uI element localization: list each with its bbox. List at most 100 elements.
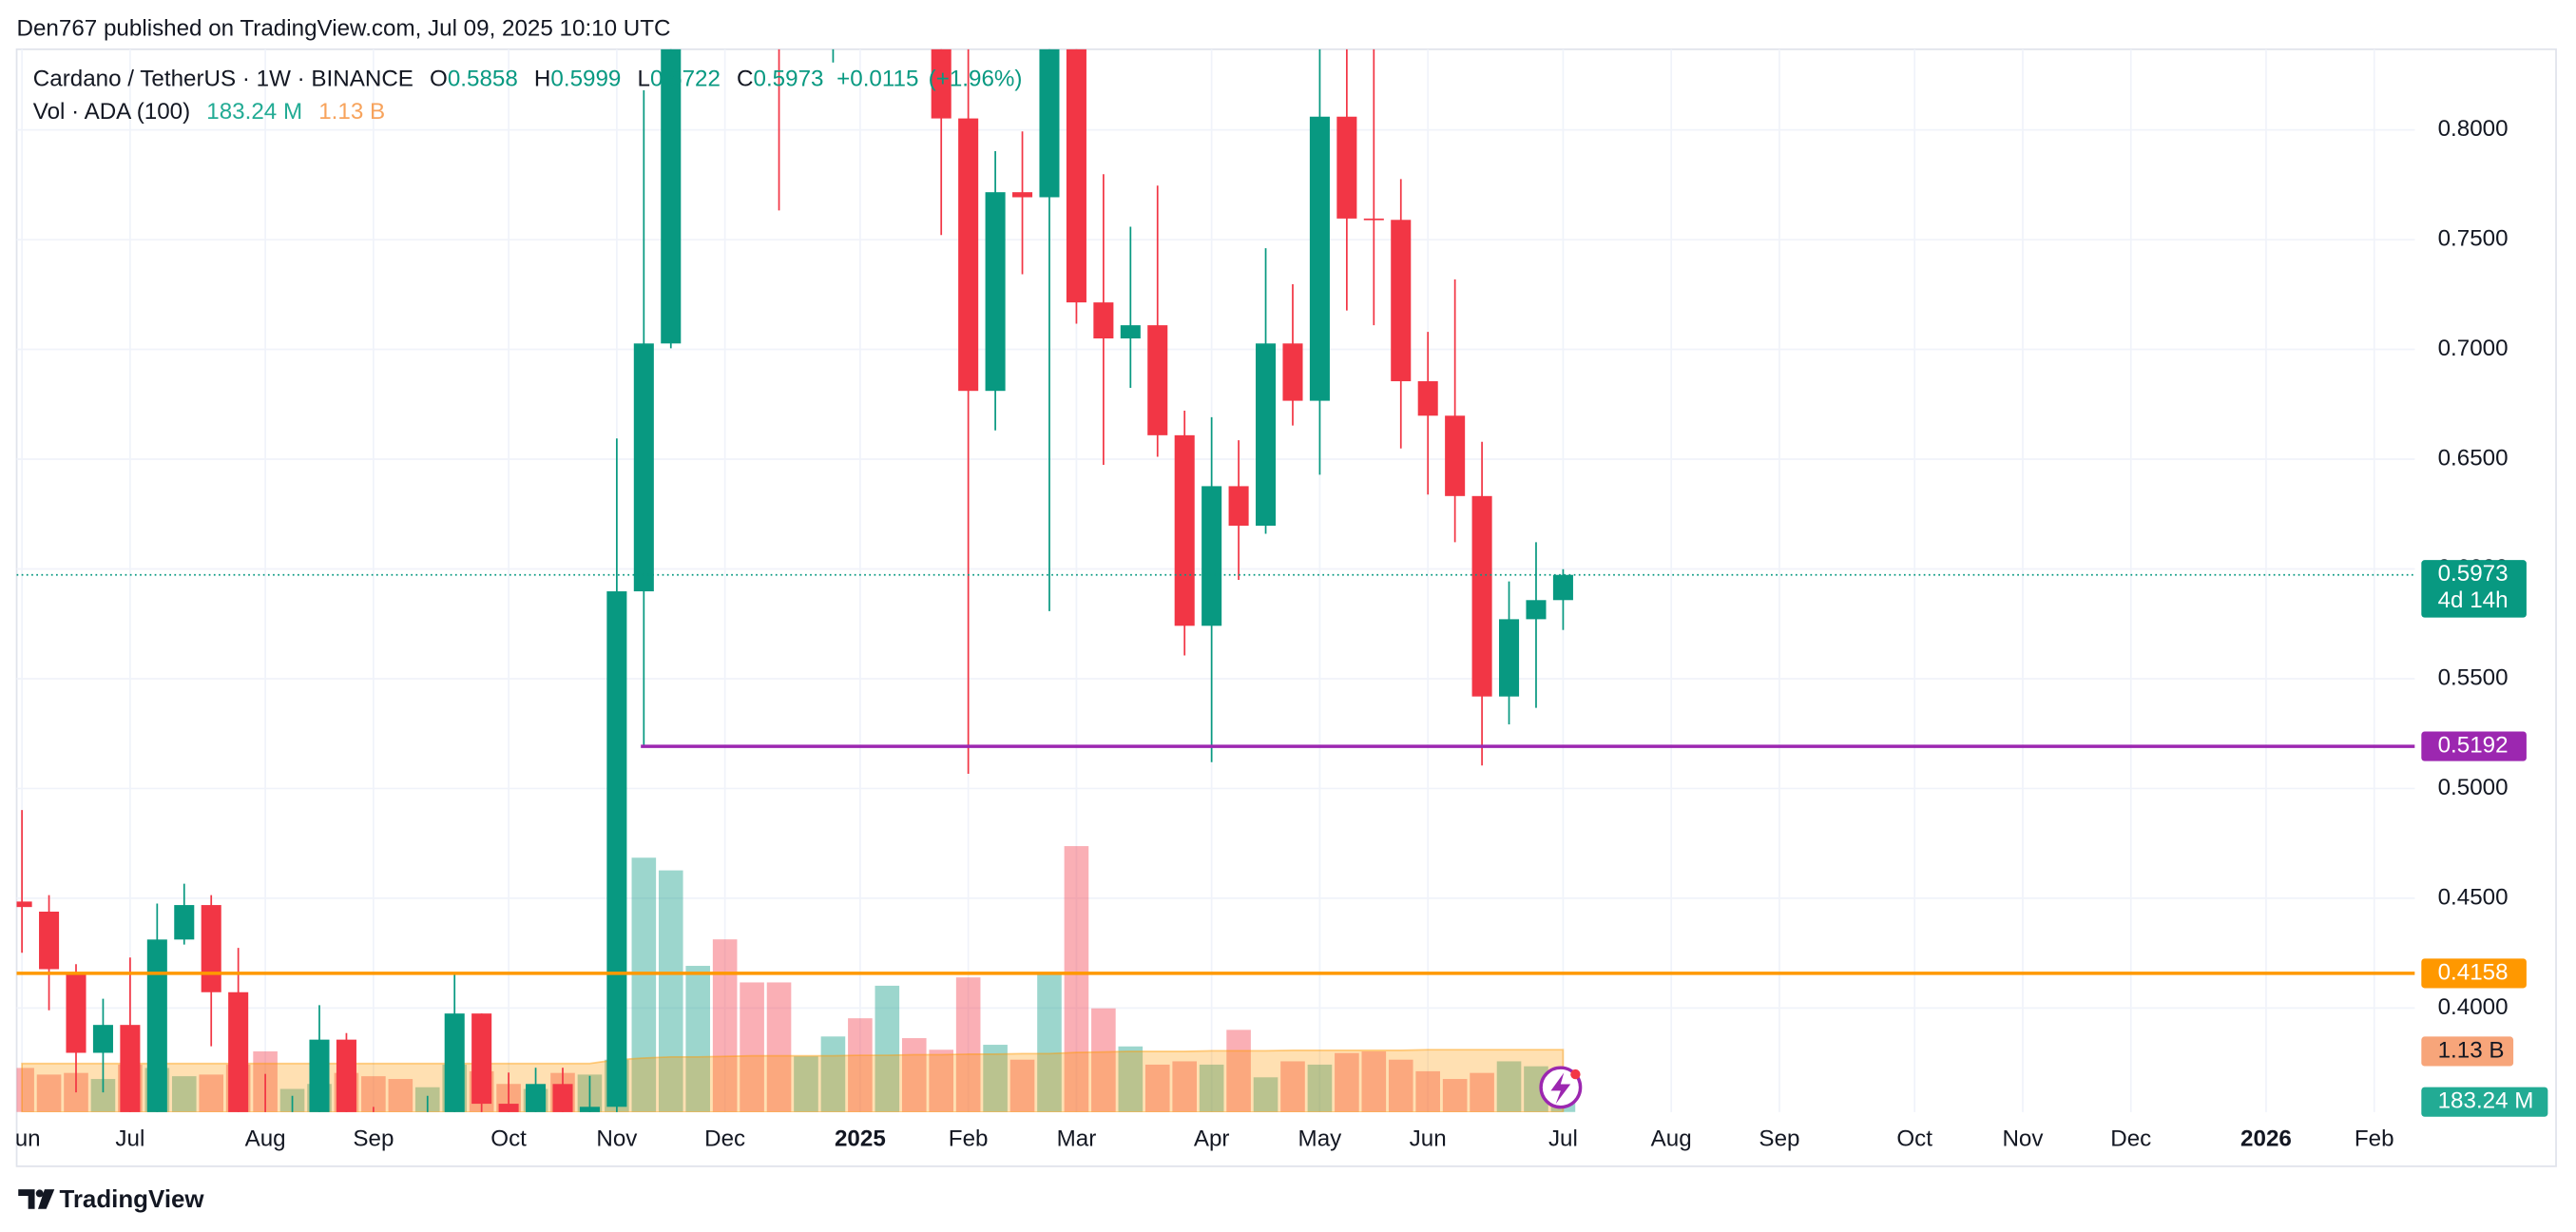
- volume-bar: [36, 1074, 62, 1112]
- volume-bar: [1064, 846, 1089, 1112]
- candle-body: [1039, 48, 1060, 198]
- candle-body: [1526, 600, 1547, 620]
- volume-bar: [712, 939, 738, 1112]
- candle-body: [309, 1039, 330, 1112]
- x-tick-label: Jul: [1548, 1126, 1578, 1152]
- candle-body: [498, 1104, 519, 1112]
- volume-bar: [1226, 1030, 1251, 1112]
- volume-bar: [388, 1079, 413, 1112]
- volume-ma-label: 1.13 B: [2438, 1037, 2505, 1063]
- change: +0.0115: [836, 67, 918, 92]
- volume-tag: [2421, 1087, 2548, 1117]
- volume-bar: [1280, 1061, 1305, 1112]
- volume-bar: [983, 1045, 1008, 1112]
- candle-body: [1174, 434, 1195, 626]
- volume-bar: [1144, 1064, 1170, 1112]
- current-price-tag: [2421, 560, 2527, 618]
- ohlc-key: L: [638, 67, 650, 92]
- volume-bar: [685, 966, 711, 1112]
- ohlc-value: 0.5858: [448, 67, 518, 92]
- candle-body: [1363, 218, 1384, 221]
- change-pct: (+1.96%): [929, 67, 1023, 92]
- volume-bar: [1253, 1077, 1278, 1112]
- candle-body: [526, 1084, 547, 1112]
- x-tick-label: 2026: [2240, 1126, 2292, 1152]
- candle-body: [1120, 325, 1141, 338]
- ohlc-key: O: [430, 67, 448, 92]
- volume-bar: [929, 1049, 954, 1112]
- candle-body: [1147, 325, 1168, 435]
- volume-ma-tag: [2421, 1036, 2514, 1067]
- volume-pane: [16, 846, 1576, 1112]
- brand-name: TradingView: [59, 1186, 204, 1213]
- candle-body: [1309, 116, 1330, 401]
- candle-body: [552, 1084, 573, 1112]
- candle-body: [120, 1025, 141, 1112]
- volume-bar: [848, 1018, 873, 1112]
- candle-body: [579, 1107, 600, 1112]
- ohlc-key: C: [737, 67, 753, 92]
- volume-bar: [794, 1056, 818, 1112]
- x-tick-label: Dec: [704, 1126, 745, 1152]
- candle-body: [1066, 48, 1086, 303]
- volume-bar: [766, 982, 792, 1112]
- y-tick-label: 0.7500: [2438, 225, 2509, 251]
- level-tag: [2421, 958, 2527, 989]
- volume-bar: [955, 977, 981, 1112]
- candle-body: [931, 48, 952, 119]
- chart-frame: [15, 48, 2557, 1167]
- candle-body: [146, 939, 167, 1112]
- volume-bar: [631, 857, 657, 1112]
- x-tick-label: 2025: [835, 1126, 886, 1152]
- volume-bar: [1009, 1059, 1035, 1112]
- volume-bar: [658, 870, 683, 1112]
- replay-icon: [1539, 1066, 1583, 1109]
- candle-body: [1336, 116, 1357, 219]
- level-label: 0.4158: [2438, 959, 2509, 985]
- volume-bar: [1307, 1064, 1333, 1112]
- volume-ma-last: 1.13 B: [318, 100, 385, 125]
- volume-bar: [875, 985, 900, 1112]
- volume-bar: [16, 1068, 34, 1112]
- candle-body: [606, 591, 627, 1107]
- y-tick-label: 0.6500: [2438, 445, 2509, 471]
- x-tick-label: Feb: [949, 1126, 989, 1152]
- volume-name: Vol · ADA (100): [33, 100, 190, 125]
- x-tick-label: Jun: [1410, 1126, 1447, 1152]
- candle-body: [336, 1039, 356, 1112]
- level-tag: [2421, 731, 2527, 761]
- countdown: 4d 14h: [2438, 587, 2509, 613]
- volume-bar: [1361, 1051, 1387, 1112]
- volume-bar: [199, 1074, 224, 1112]
- volume-bar: [1091, 1008, 1116, 1112]
- candle-body: [1256, 343, 1277, 526]
- x-tick-label: Jun: [4, 1126, 41, 1152]
- candle-body: [39, 912, 60, 970]
- x-tick-label: Jul: [115, 1126, 144, 1152]
- x-tick-label: Mar: [1057, 1126, 1097, 1152]
- ohlc-value: 0.5973: [754, 67, 824, 92]
- candle-body: [228, 991, 249, 1112]
- volume-bar: [1172, 1061, 1198, 1112]
- x-tick-label: Aug: [1651, 1126, 1692, 1152]
- volume-bar: [1037, 972, 1062, 1112]
- y-tick-label: 0.5500: [2438, 664, 2509, 690]
- candle-body: [1552, 574, 1573, 601]
- volume-bar: [1335, 1052, 1359, 1112]
- published-note: Den767 published on TradingView.com, Jul…: [17, 15, 671, 41]
- x-tick-label: May: [1298, 1126, 1343, 1152]
- volume-bar: [1496, 1061, 1522, 1112]
- x-tick-label: Dec: [2110, 1126, 2151, 1152]
- y-tick-label: 0.4000: [2438, 994, 2509, 1020]
- candle-body: [444, 1013, 465, 1112]
- y-tick-label: 0.7000: [2438, 336, 2509, 361]
- candle-body: [1228, 486, 1249, 526]
- volume-label: 183.24 M: [2438, 1088, 2534, 1114]
- candle-body: [1282, 343, 1303, 401]
- candle-body: [1012, 192, 1033, 198]
- candle-body: [633, 343, 654, 592]
- volume-bar: [1118, 1046, 1144, 1112]
- volume-last: 183.24 M: [206, 100, 302, 125]
- candle-body: [16, 901, 32, 908]
